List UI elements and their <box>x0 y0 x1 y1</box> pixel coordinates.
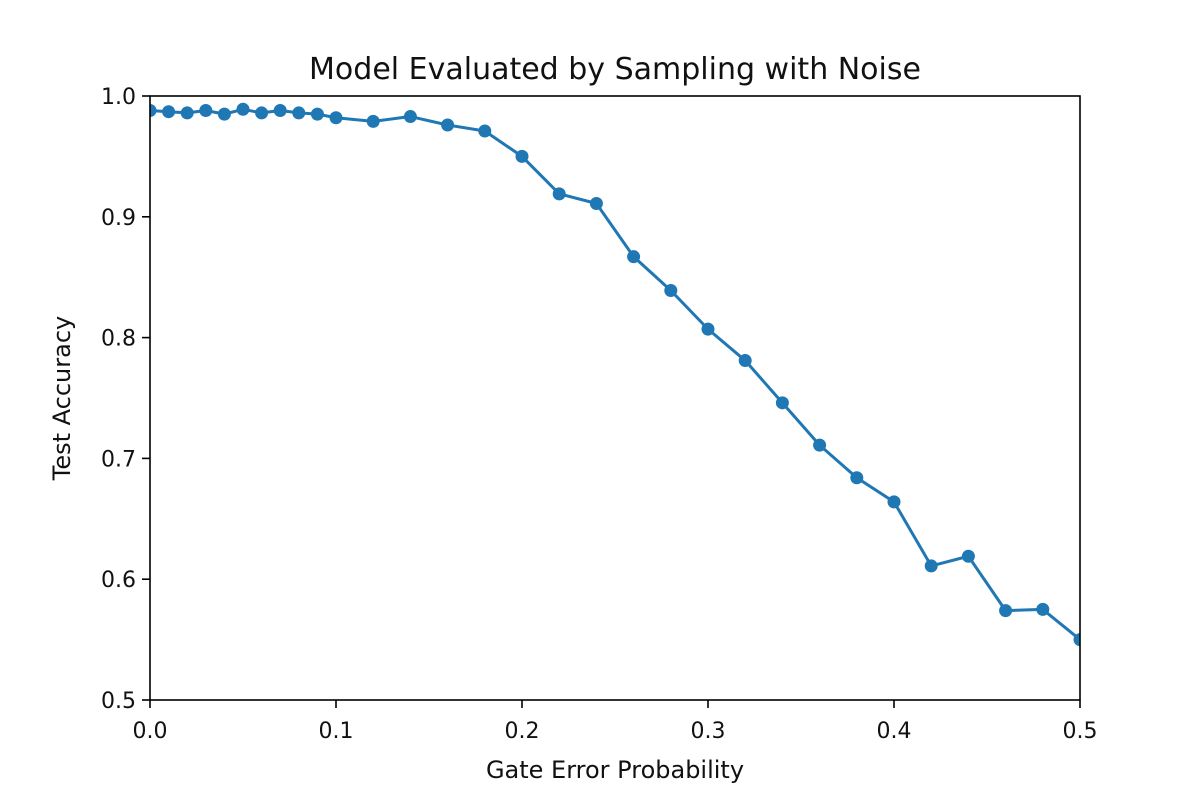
data-point <box>1073 633 1080 647</box>
data-point <box>180 106 194 120</box>
data-point <box>403 110 417 124</box>
data-point <box>701 322 715 336</box>
x-tick-label: 0.2 <box>505 719 540 744</box>
data-point <box>310 107 324 121</box>
data-point <box>664 283 678 297</box>
data-point <box>329 111 343 125</box>
x-tick-label: 0.5 <box>1063 719 1098 744</box>
data-point <box>255 106 269 120</box>
data-point <box>999 604 1013 618</box>
data-point <box>366 114 380 128</box>
plot-frame <box>149 95 1081 701</box>
y-tick-label: 0.5 <box>101 689 136 714</box>
data-point <box>589 197 603 211</box>
data-point <box>150 104 157 117</box>
y-tick-label: 0.7 <box>101 447 136 472</box>
x-axis-label: Gate Error Probability <box>486 756 744 784</box>
data-point <box>441 118 455 132</box>
data-point <box>162 105 176 119</box>
data-point <box>813 438 827 452</box>
data-point <box>552 187 566 201</box>
data-point <box>515 149 529 163</box>
data-point <box>1036 602 1050 616</box>
data-point <box>887 495 901 509</box>
data-point <box>273 104 287 117</box>
x-tick-label: 0.1 <box>319 719 354 744</box>
y-tick-label: 1.0 <box>101 85 136 110</box>
data-point <box>738 354 752 368</box>
y-tick-label: 0.6 <box>101 568 136 593</box>
x-tick-label: 0.3 <box>691 719 726 744</box>
data-point <box>850 471 864 485</box>
data-point <box>775 396 789 410</box>
data-point <box>199 104 213 117</box>
series-line <box>150 107 1080 642</box>
data-point <box>478 124 492 138</box>
x-tick-label: 0.4 <box>877 719 912 744</box>
data-point <box>217 107 231 121</box>
data-point <box>924 559 938 573</box>
y-axis-label: Test Accuracy <box>48 316 76 481</box>
chart-title: Model Evaluated by Sampling with Noise <box>309 52 921 87</box>
plot-area <box>150 102 1080 647</box>
x-tick-label: 0.0 <box>133 719 168 744</box>
y-tick-label: 0.8 <box>101 327 136 352</box>
data-point <box>292 106 306 120</box>
data-point <box>961 549 975 563</box>
data-point <box>236 102 250 116</box>
data-point <box>627 250 641 264</box>
y-tick-label: 0.9 <box>101 206 136 231</box>
